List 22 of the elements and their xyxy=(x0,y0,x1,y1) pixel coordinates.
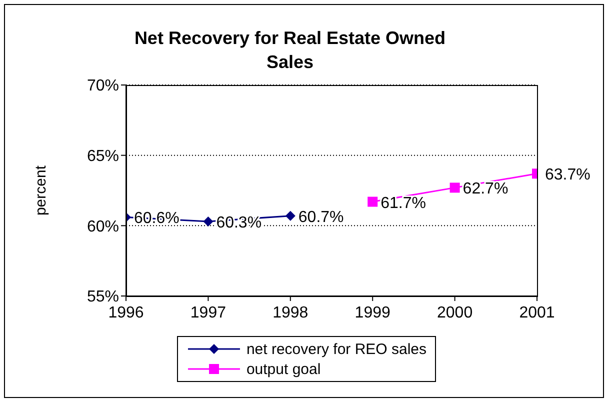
chart-title: Net Recovery for Real Estate Owned Sales xyxy=(133,27,447,74)
data-label: 61.7% xyxy=(380,194,426,212)
point xyxy=(285,210,296,221)
y-tick-label: 65% xyxy=(86,148,119,166)
data-label: 60.7% xyxy=(298,208,344,226)
data-label: 62.7% xyxy=(462,180,508,198)
point xyxy=(203,216,214,226)
point xyxy=(450,182,460,193)
legend-label: net recovery for REO sales xyxy=(246,340,427,358)
point xyxy=(368,196,378,207)
legend-label: output goal xyxy=(246,360,321,378)
x-tick-label: 1998 xyxy=(272,304,308,322)
data-label: 63.7% xyxy=(545,166,590,184)
x-tick-label: 1999 xyxy=(354,304,390,322)
y-tick-label: 70% xyxy=(86,78,119,95)
x-tick-label: 2000 xyxy=(437,304,473,322)
y-axis-title: percent xyxy=(32,164,50,216)
y-tick-label: 55% xyxy=(86,288,119,306)
x-tick-label: 2001 xyxy=(519,304,555,322)
y-tick-label: 60% xyxy=(86,218,119,236)
x-tick-label: 1997 xyxy=(190,304,226,322)
x-tick-label: 1996 xyxy=(108,304,144,322)
